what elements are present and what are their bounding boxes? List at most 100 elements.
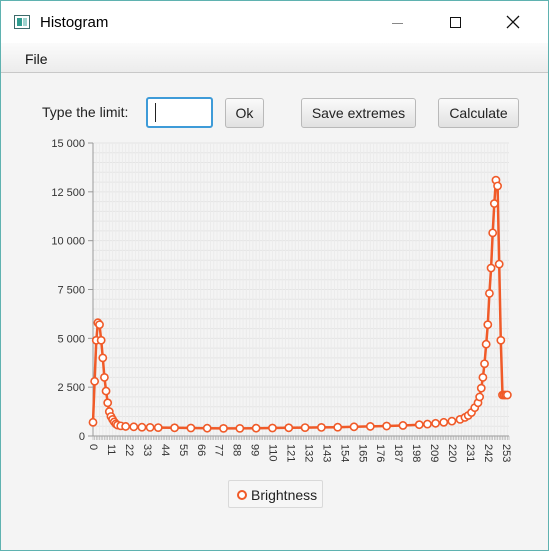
x-tick-label: 220 xyxy=(446,444,458,462)
data-point xyxy=(129,422,139,432)
x-tick-label: 198 xyxy=(410,444,422,462)
data-point xyxy=(170,423,179,433)
x-tick-label: 253 xyxy=(500,444,512,462)
text-caret xyxy=(155,103,156,122)
data-point xyxy=(219,423,228,433)
legend-marker-icon xyxy=(237,490,247,500)
data-point xyxy=(365,422,375,431)
data-point xyxy=(121,422,131,431)
data-point xyxy=(481,339,491,349)
minimize-icon xyxy=(391,22,403,24)
x-tick-label: 231 xyxy=(464,444,476,462)
y-tick-label: 7 500 xyxy=(57,285,85,297)
app-icon xyxy=(14,15,30,29)
window-title: Histogram xyxy=(40,14,109,31)
x-tick-label: 187 xyxy=(392,444,404,462)
x-tick-label: 55 xyxy=(177,444,189,456)
data-point xyxy=(316,423,326,432)
data-point xyxy=(476,383,486,393)
calculate-button[interactable]: Calculate xyxy=(438,98,519,128)
x-tick-label: 110 xyxy=(267,444,279,462)
legend-label: Brightness xyxy=(251,487,318,503)
data-point xyxy=(95,320,104,330)
data-point xyxy=(414,420,424,430)
data-point xyxy=(333,422,343,432)
x-tick-label: 143 xyxy=(320,444,332,462)
data-point xyxy=(475,392,485,402)
close-button[interactable] xyxy=(490,1,536,43)
data-point xyxy=(186,423,196,433)
data-point xyxy=(493,181,502,191)
x-tick-label: 121 xyxy=(284,444,296,462)
data-point xyxy=(90,376,100,386)
data-point xyxy=(478,372,488,382)
data-point xyxy=(98,353,108,363)
x-tick-label: 165 xyxy=(356,444,368,462)
y-tick-label: 12 500 xyxy=(51,187,85,199)
save-extremes-button[interactable]: Save extremes xyxy=(301,98,416,128)
x-tick-label: 132 xyxy=(302,444,314,462)
x-tick-label: 242 xyxy=(482,444,494,462)
data-point xyxy=(382,421,392,431)
minimize-button[interactable] xyxy=(374,1,420,43)
data-point xyxy=(100,372,109,382)
x-tick-label: 77 xyxy=(213,444,225,456)
data-point xyxy=(489,199,499,208)
chart-legend: Brightness xyxy=(228,480,323,508)
data-point xyxy=(349,422,359,432)
x-tick-label: 88 xyxy=(231,444,243,456)
data-point xyxy=(483,320,493,330)
data-point xyxy=(494,259,504,269)
data-point xyxy=(496,335,506,345)
data-point xyxy=(485,289,494,298)
x-tick-label: 209 xyxy=(428,444,440,462)
x-tick-label: 11 xyxy=(105,444,117,455)
data-point xyxy=(439,417,449,427)
close-icon xyxy=(506,15,520,29)
data-point xyxy=(398,421,408,430)
data-point xyxy=(202,423,212,433)
y-tick-label: 2 500 xyxy=(57,382,85,394)
limit-input[interactable] xyxy=(146,97,213,128)
x-tick-label: 0 xyxy=(87,444,99,450)
data-point xyxy=(300,423,310,433)
data-point xyxy=(101,386,111,396)
maximize-icon xyxy=(449,16,461,28)
y-tick-label: 5 000 xyxy=(57,333,85,345)
data-point xyxy=(268,423,277,433)
x-tick-label: 33 xyxy=(141,444,153,456)
data-point xyxy=(486,263,496,273)
data-point xyxy=(431,418,440,428)
data-point xyxy=(251,423,261,433)
data-point xyxy=(137,422,147,432)
x-tick-label: 44 xyxy=(159,444,171,456)
title-bar[interactable]: Histogram xyxy=(1,1,548,43)
x-tick-label: 154 xyxy=(338,444,350,462)
data-point xyxy=(235,423,245,433)
x-tick-label: 66 xyxy=(195,444,207,456)
y-tick-label: 15 000 xyxy=(51,138,85,150)
limit-label: Type the limit: xyxy=(42,104,129,120)
menu-bar: File xyxy=(1,43,548,73)
y-tick-label: 0 xyxy=(79,431,85,443)
data-point xyxy=(502,390,512,400)
data-point xyxy=(488,228,498,238)
maximize-button[interactable] xyxy=(432,1,478,43)
data-point xyxy=(103,398,113,408)
data-point xyxy=(153,423,163,433)
data-point xyxy=(284,423,294,433)
data-point xyxy=(88,417,98,427)
ok-button[interactable]: Ok xyxy=(225,98,264,128)
data-point xyxy=(423,419,432,429)
x-tick-label: 176 xyxy=(374,444,386,462)
data-point xyxy=(447,416,457,426)
x-tick-label: 99 xyxy=(249,444,261,456)
data-point xyxy=(96,335,106,345)
y-tick-label: 10 000 xyxy=(51,236,85,248)
x-tick-label: 22 xyxy=(123,444,135,456)
data-point xyxy=(145,423,155,432)
data-point xyxy=(480,359,489,369)
menu-file[interactable]: File xyxy=(25,51,48,67)
